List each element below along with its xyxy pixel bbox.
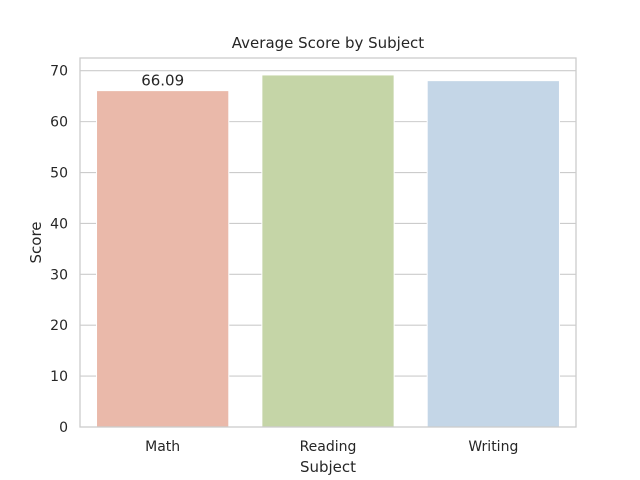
y-tick-label: 70: [50, 64, 68, 80]
x-tick-label-math: Math: [145, 439, 180, 455]
bar-reading: [261, 74, 395, 428]
x-axis-label: Subject: [300, 458, 356, 476]
x-tick-label-writing: Writing: [468, 439, 518, 455]
y-tick-label: 0: [59, 420, 68, 436]
bars: [96, 74, 560, 428]
data-labels: 66.09: [141, 72, 184, 90]
y-tick-label: 10: [50, 369, 68, 385]
plot-frame: [79, 57, 577, 428]
y-tick-label: 20: [50, 318, 68, 334]
y-tick-label: 50: [50, 166, 68, 182]
data-label-math: 66.09: [141, 72, 184, 90]
x-tick-label-reading: Reading: [300, 439, 357, 455]
y-tick-label: 60: [50, 115, 68, 131]
bar-writing: [426, 80, 560, 428]
chart-title: Average Score by Subject: [232, 34, 425, 52]
y-tick-labels: 0 10 20 30 40 50 60 70: [50, 64, 68, 436]
bar-math: [96, 90, 230, 428]
x-tick-labels: Math Reading Writing: [145, 439, 518, 455]
y-tick-label: 40: [50, 216, 68, 232]
y-tick-label: 30: [50, 267, 68, 283]
y-axis-label: Score: [27, 221, 45, 263]
